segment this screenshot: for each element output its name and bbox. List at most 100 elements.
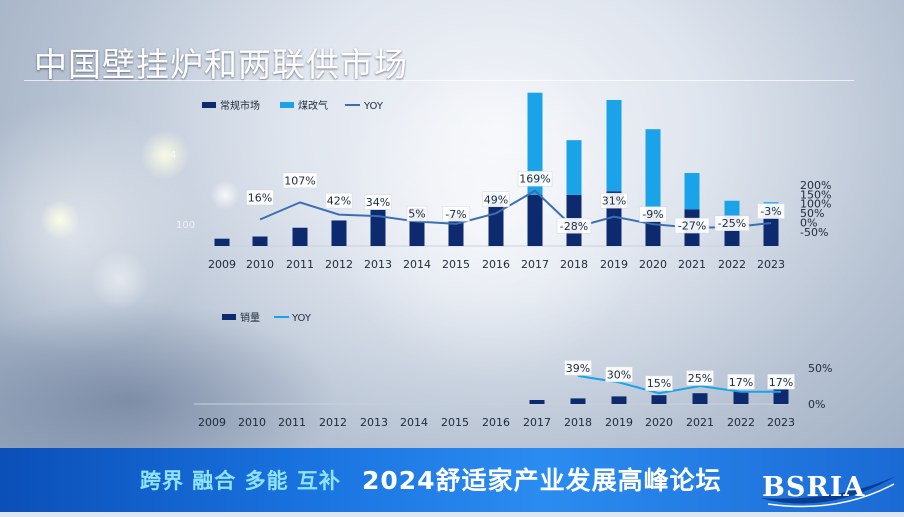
bar-coal-to-gas-2018 [566, 140, 582, 195]
x-tick-label-2011: 2011 [286, 258, 314, 271]
yoy-data-label-2020: -9% [642, 208, 663, 221]
x-tick-label-2014: 2014 [403, 258, 431, 271]
yoy-data-label-2012: 42% [327, 195, 351, 208]
legend-label-yoy: YOY [363, 101, 384, 112]
yoy-data-label-2018-box [564, 360, 592, 376]
yoy-data-label-2015-box [442, 206, 470, 222]
title-underline [24, 80, 854, 81]
x-tick-label-2018: 2018 [560, 258, 588, 271]
bar-regular-2009 [214, 238, 230, 246]
bar-coal-to-gas-2019 [606, 100, 622, 192]
bar-regular-2017 [527, 194, 543, 246]
legend-label-regular: 常规市场 [220, 99, 260, 112]
yoy-data-label-2021: -27% [678, 220, 706, 233]
x-tick-label-2010: 2010 [246, 258, 274, 271]
bar-sales-2017 [529, 400, 545, 404]
yoy-data-label-2011: 107% [284, 174, 315, 187]
x-tick-label-2021: 2021 [686, 416, 714, 429]
right-axis-tick: 0% [808, 398, 825, 411]
x-tick-label-2015: 2015 [442, 258, 470, 271]
right-axis-tick: 100% [800, 198, 831, 211]
x-tick-label-2023: 2023 [757, 258, 785, 271]
yoy-data-label-2011-box [282, 172, 318, 189]
yoy-data-label-2022-box [714, 215, 750, 231]
right-axis-tick: 50% [800, 207, 824, 220]
right-axis-tick: 200% [800, 179, 831, 192]
right-axis-tick: 0% [800, 217, 817, 230]
yoy-data-label-2014: 5% [408, 208, 425, 221]
x-tick-label-2020: 2020 [639, 258, 667, 271]
bar-sales-2019 [611, 396, 627, 404]
bar-regular-2011 [292, 227, 308, 246]
x-tick-label-2022: 2022 [718, 258, 746, 271]
heat-pump-sales-chart: 销量 YOY 2009 2010 2011 2012 2013 2014 2015 2016 201… [194, 311, 832, 429]
forum-banner [0, 448, 904, 512]
yoy-data-label-2010-box [246, 189, 274, 206]
legend-swatch-coal-to-gas [280, 102, 294, 108]
bar-sales-2023 [773, 389, 789, 404]
yoy-data-label-2021-box [686, 370, 714, 386]
yoy-data-label-2015: -7% [445, 208, 466, 221]
boiler-market-chart: 常规市场 煤改气 YOY 4 100 2009 2010 2011 2012 2013 2014 20… [170, 92, 832, 271]
yoy-data-label-2020: 15% [647, 377, 671, 390]
left-axis-tick: 4 [170, 150, 176, 161]
banner-slogan: 跨界 融合 多能 互补 [140, 469, 341, 493]
right-axis-tick: 150% [800, 188, 831, 201]
legend-label-coal-to-gas: 煤改气 [298, 99, 328, 112]
x-tick-label-2018: 2018 [564, 416, 592, 429]
x-tick-label-2014: 2014 [400, 416, 428, 429]
yoy-data-label-2017: 169% [519, 173, 550, 186]
x-tick-label-2012: 2012 [325, 258, 353, 271]
legend-swatch-regular [202, 102, 216, 108]
yoy-data-label-2021: 25% [688, 372, 712, 385]
logo-text: BSRIA [762, 472, 866, 503]
bar-sales-2018 [570, 398, 586, 404]
yoy-data-label-2023: -3% [760, 205, 781, 218]
x-tick-label-2012: 2012 [319, 416, 347, 429]
x-tick-label-2011: 2011 [278, 416, 306, 429]
right-axis-tick: -50% [800, 226, 828, 239]
bar-coal-to-gas-2020 [645, 129, 661, 210]
yoy-data-label-2022: 17% [729, 376, 753, 389]
x-tick-label-2017: 2017 [523, 416, 551, 429]
x-tick-label-2017: 2017 [521, 258, 549, 271]
yoy-data-label-2018: 39% [566, 362, 590, 375]
x-tick-label-2021: 2021 [678, 258, 706, 271]
legend-label-yoy: YOY [291, 313, 312, 324]
x-tick-label-2013: 2013 [360, 416, 388, 429]
x-tick-label-2010: 2010 [238, 416, 266, 429]
yoy-data-label-2023-box [757, 203, 785, 219]
yoy-data-label-2020-box [639, 206, 667, 222]
right-axis-tick: 50% [808, 362, 832, 375]
yoy-data-label-2017-box [517, 170, 553, 187]
yoy-data-label-2012-box [325, 192, 353, 209]
yoy-data-label-2022: -25% [718, 217, 746, 230]
bar-sales-2020 [651, 395, 667, 404]
bsria-logo: BSRIA [758, 468, 898, 508]
yoy-data-label-2020-box [645, 375, 673, 391]
yoy-data-label-2022-box [727, 374, 755, 390]
x-tick-label-2016: 2016 [482, 416, 510, 429]
bottom-strip [0, 512, 904, 517]
yoy-data-label-2013-box [364, 194, 392, 210]
banner-event-title: 2024舒适家产业发展高峰论坛 [362, 466, 722, 495]
x-tick-label-2013: 2013 [364, 258, 392, 271]
x-tick-label-2009: 2009 [198, 416, 226, 429]
yoy-data-label-2016: 49% [484, 193, 508, 206]
bar-coal-to-gas-2022 [724, 200, 740, 216]
yoy-data-label-2014-box [406, 205, 428, 222]
yoy-data-label-2018: -28% [560, 220, 588, 233]
yoy-data-label-2010: 16% [248, 191, 272, 204]
yoy-data-label-2013: 34% [366, 196, 390, 209]
bar-regular-2016 [488, 202, 504, 246]
page-title: 中国壁挂炉和两联供市场 [34, 45, 408, 84]
x-tick-label-2016: 2016 [482, 258, 510, 271]
x-tick-label-2020: 2020 [645, 416, 673, 429]
yoy-data-label-2023: 17% [769, 376, 793, 389]
x-tick-label-2022: 2022 [727, 416, 755, 429]
bar-coal-to-gas-2021 [684, 173, 700, 210]
bar-coal-to-gas-2017 [527, 92, 543, 195]
bar-regular-2013 [370, 209, 386, 246]
legend-label-sales: 销量 [240, 311, 260, 324]
